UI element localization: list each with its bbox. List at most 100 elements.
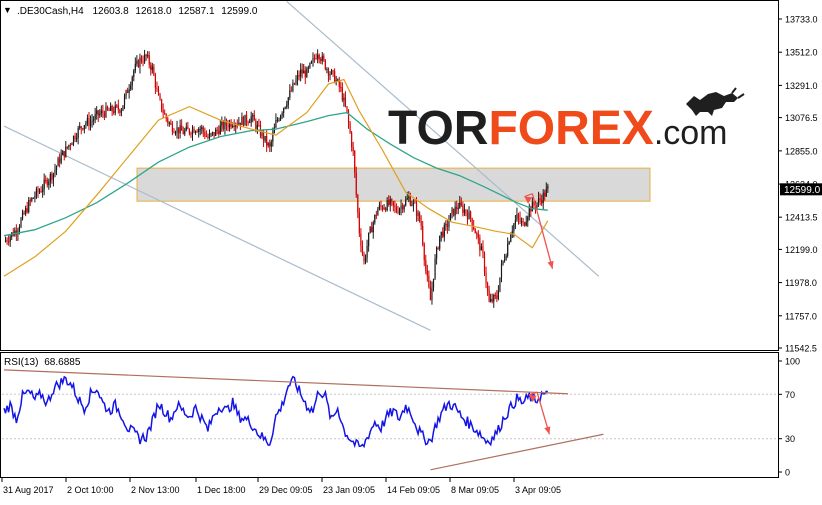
candle-body	[9, 236, 11, 242]
current-price-tag: 12599.0	[780, 183, 822, 196]
header-high: 12618.0	[135, 6, 172, 17]
candle-body	[452, 208, 455, 216]
candle-body	[221, 121, 223, 126]
candle-body	[508, 241, 510, 244]
candle-body	[199, 129, 201, 131]
candle-body	[267, 143, 269, 146]
candle-body	[434, 258, 436, 279]
price-tick-label: 11978.0	[785, 278, 817, 288]
candle-body	[15, 230, 17, 235]
candle-body	[533, 201, 535, 206]
candle-body	[88, 118, 90, 126]
candle-body	[40, 191, 42, 193]
current-price-label: 12599.0	[784, 185, 821, 196]
candle-body	[514, 220, 516, 225]
candle-body	[164, 113, 166, 115]
candle-body	[398, 208, 401, 213]
channel-lower-line	[3, 125, 431, 331]
candle-body	[123, 96, 126, 106]
projection-arrow-rsi	[528, 391, 551, 435]
candle-body	[143, 54, 146, 63]
candle-body	[162, 110, 164, 114]
candle-body	[142, 61, 144, 63]
candle-body	[525, 221, 527, 226]
candle-body	[65, 146, 67, 157]
candle-body	[137, 60, 140, 67]
candle-body	[479, 237, 481, 251]
candle-body	[150, 64, 152, 70]
candle-body	[296, 74, 299, 80]
candle-body	[385, 208, 387, 211]
header-close: 12599.0	[221, 6, 258, 17]
candle-body	[295, 79, 297, 85]
candle-body	[184, 130, 186, 135]
candle-body	[76, 138, 78, 140]
ma-slow-line	[3, 111, 548, 237]
candle-body	[352, 147, 354, 151]
candle-body	[194, 131, 197, 133]
candle-body	[547, 186, 549, 189]
candle-body	[20, 218, 22, 227]
candle-body	[408, 196, 410, 199]
candle-body	[321, 55, 323, 61]
candle-body	[21, 212, 24, 219]
price-tick-label: 13291.0	[785, 81, 818, 91]
candle-body	[191, 128, 194, 135]
candle-body	[363, 253, 365, 262]
candle-body	[411, 205, 413, 207]
candle-body	[306, 68, 308, 78]
candle-body	[354, 150, 356, 173]
watermark-forex: FOREX	[488, 102, 653, 155]
candle-body	[420, 221, 422, 226]
candle-body	[510, 234, 512, 242]
candle-body	[320, 59, 322, 61]
candle-body	[463, 209, 466, 213]
candle-body	[389, 199, 391, 205]
candle-body	[113, 111, 115, 113]
candle-body	[66, 146, 68, 148]
candle-body	[394, 205, 396, 207]
rsi-tick-label: 100	[785, 357, 800, 367]
candle-body	[386, 200, 388, 211]
candle-body	[23, 212, 25, 214]
candle-body	[210, 133, 212, 135]
candle-body	[329, 73, 331, 76]
ma-fast-line	[3, 78, 549, 277]
candle-body	[252, 114, 254, 117]
candle-body	[239, 122, 241, 126]
candle-body	[131, 77, 133, 86]
candle-body	[309, 63, 311, 68]
svg-text:TORFOREX.com: TORFOREX.com	[388, 102, 728, 155]
bull-icon	[686, 87, 745, 116]
candle-body	[179, 125, 181, 134]
candle-body	[136, 60, 138, 64]
header-arrow-icon: ▼	[3, 5, 12, 15]
candle-body	[159, 95, 161, 100]
candle-body	[145, 54, 147, 57]
candle-body	[130, 85, 132, 90]
candle-body	[57, 158, 59, 167]
candle-body	[488, 290, 490, 302]
candle-body	[290, 90, 292, 92]
candle-body	[503, 259, 506, 261]
candle-body	[114, 105, 116, 113]
candle-body	[205, 136, 207, 138]
watermark-dotcom: .com	[654, 114, 728, 152]
candle-body	[397, 211, 399, 213]
candle-body	[74, 136, 76, 140]
candle-body	[230, 122, 232, 127]
candle-body	[459, 202, 461, 209]
candle-body	[383, 208, 385, 210]
candle-body	[71, 143, 73, 146]
candle-body	[286, 104, 288, 107]
channel-upper-line	[286, 0, 600, 277]
candle-body	[105, 106, 107, 117]
candle-body	[45, 179, 47, 181]
candle-body	[338, 79, 340, 87]
candle-body	[507, 243, 509, 256]
candle-body	[250, 116, 252, 123]
candle-body	[77, 128, 79, 139]
candle-body	[59, 158, 61, 163]
candle-body	[406, 198, 408, 200]
candle-body	[29, 200, 31, 202]
